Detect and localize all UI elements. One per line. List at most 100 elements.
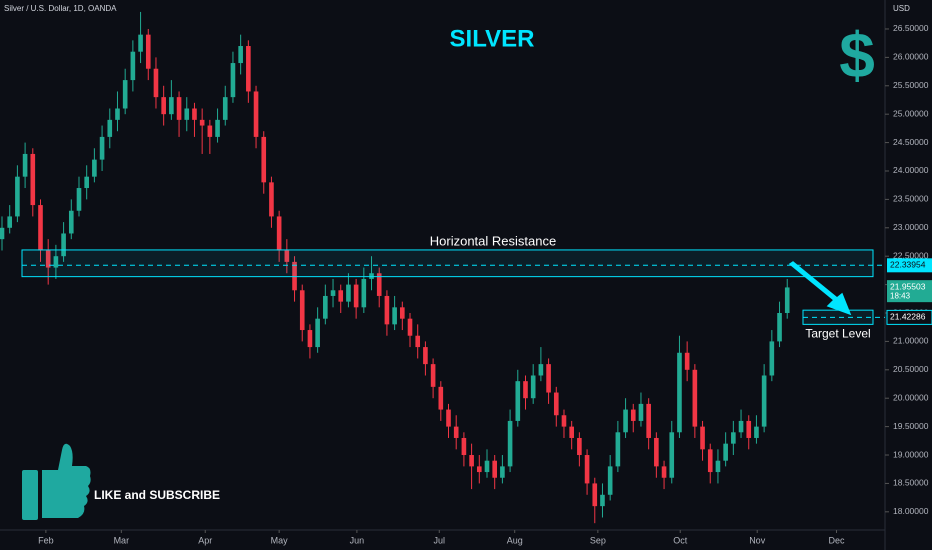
candle-body <box>199 119 205 126</box>
candle-body <box>684 352 690 370</box>
candle-body <box>22 153 28 177</box>
candle-body <box>384 295 390 325</box>
candle-body <box>400 307 405 319</box>
candle-body <box>661 466 667 478</box>
last-price-tag <box>887 280 932 303</box>
candle-body <box>630 409 636 421</box>
candle-body <box>207 125 213 137</box>
candle-body <box>15 176 20 217</box>
candle-body <box>61 233 66 257</box>
target-text: Target Level <box>805 327 870 341</box>
thumb-hand <box>42 443 91 518</box>
candle-body <box>230 63 236 98</box>
candle-body <box>731 432 736 444</box>
candle-body <box>492 460 498 478</box>
candle-body <box>407 318 413 336</box>
candle-body <box>138 34 143 52</box>
candle-body <box>323 295 328 319</box>
y-tick-label: 19.50000 <box>893 421 929 431</box>
x-tick-label: Oct <box>673 535 688 545</box>
candle-body <box>446 409 451 427</box>
candle-body <box>269 182 274 217</box>
candle-body <box>53 256 59 268</box>
candle-body <box>307 330 313 348</box>
candle-body <box>392 307 397 325</box>
candle-body <box>715 460 721 473</box>
candle-body <box>192 108 197 120</box>
candle-body <box>330 290 336 296</box>
candle-body <box>607 466 613 495</box>
candle-body <box>376 273 382 296</box>
thumbs-up-icon <box>22 443 91 520</box>
candle-body <box>99 136 105 160</box>
candle-body <box>707 449 713 473</box>
target-price-tag <box>886 309 932 325</box>
candle-body <box>338 290 344 302</box>
candle-body <box>430 364 436 387</box>
x-tick-label: May <box>271 535 289 545</box>
candle-body <box>592 483 598 507</box>
candle-body <box>215 119 220 137</box>
candle-body <box>346 284 351 302</box>
x-tick-label: Feb <box>38 535 54 545</box>
candle-body <box>361 278 367 308</box>
candle-body <box>623 409 628 433</box>
candle-body <box>569 426 574 438</box>
candle-body <box>469 455 474 467</box>
y-tick-label: 18.50000 <box>893 478 929 488</box>
candle-body <box>746 420 752 438</box>
resistance-zone <box>21 249 874 278</box>
resistance-price: 22.33954 <box>890 260 926 270</box>
x-tick-label: Apr <box>198 535 212 545</box>
resistance-text: Horizontal Resistance <box>430 233 556 248</box>
candle-body <box>7 216 13 228</box>
candle-body <box>299 290 305 331</box>
y-tick-label: 26.00000 <box>893 52 929 62</box>
candle-body <box>92 159 97 177</box>
candle-body <box>584 455 590 484</box>
candle-body <box>122 80 128 109</box>
y-tick-label: 25.50000 <box>893 80 929 90</box>
x-tick-label: Mar <box>114 535 130 545</box>
candle-body <box>507 420 513 467</box>
x-tick-label: Dec <box>828 535 845 545</box>
candle-body <box>646 403 651 438</box>
candle-body <box>677 352 682 433</box>
candle-body <box>577 437 582 456</box>
candle-body <box>615 432 621 467</box>
candle-body <box>415 335 421 348</box>
candle-body <box>476 466 482 473</box>
x-tick-label: Sep <box>590 535 606 545</box>
candle-body <box>530 375 536 399</box>
candle-body <box>561 415 567 427</box>
y-tick-label: 22.50000 <box>893 250 929 260</box>
candle-body <box>253 91 259 137</box>
candle-body <box>68 210 74 234</box>
candle-body <box>261 136 267 183</box>
dollar-icon: $ <box>839 19 875 91</box>
x-tick-label: Jul <box>434 535 446 545</box>
candle-body <box>315 318 320 348</box>
candle-body <box>292 261 297 291</box>
candle-body <box>161 97 166 115</box>
y-tick-label: 24.00000 <box>893 165 929 175</box>
candle-body <box>700 426 705 450</box>
candle-body <box>169 97 174 115</box>
candle-body <box>438 386 444 410</box>
candle-body <box>238 46 243 64</box>
candle-body <box>484 460 490 473</box>
x-tick-label: Aug <box>507 535 523 545</box>
candle-body <box>145 34 151 69</box>
candle-body <box>107 119 113 137</box>
candle-body <box>222 97 228 120</box>
candle-body <box>500 466 505 478</box>
candle-body <box>184 108 190 120</box>
plot <box>0 11 790 524</box>
candle-body <box>115 108 120 120</box>
last-price: 21.95503 <box>890 281 926 291</box>
y-tick-label: 20.00000 <box>893 392 929 402</box>
candle-body <box>423 347 428 365</box>
candle-body <box>769 341 775 376</box>
